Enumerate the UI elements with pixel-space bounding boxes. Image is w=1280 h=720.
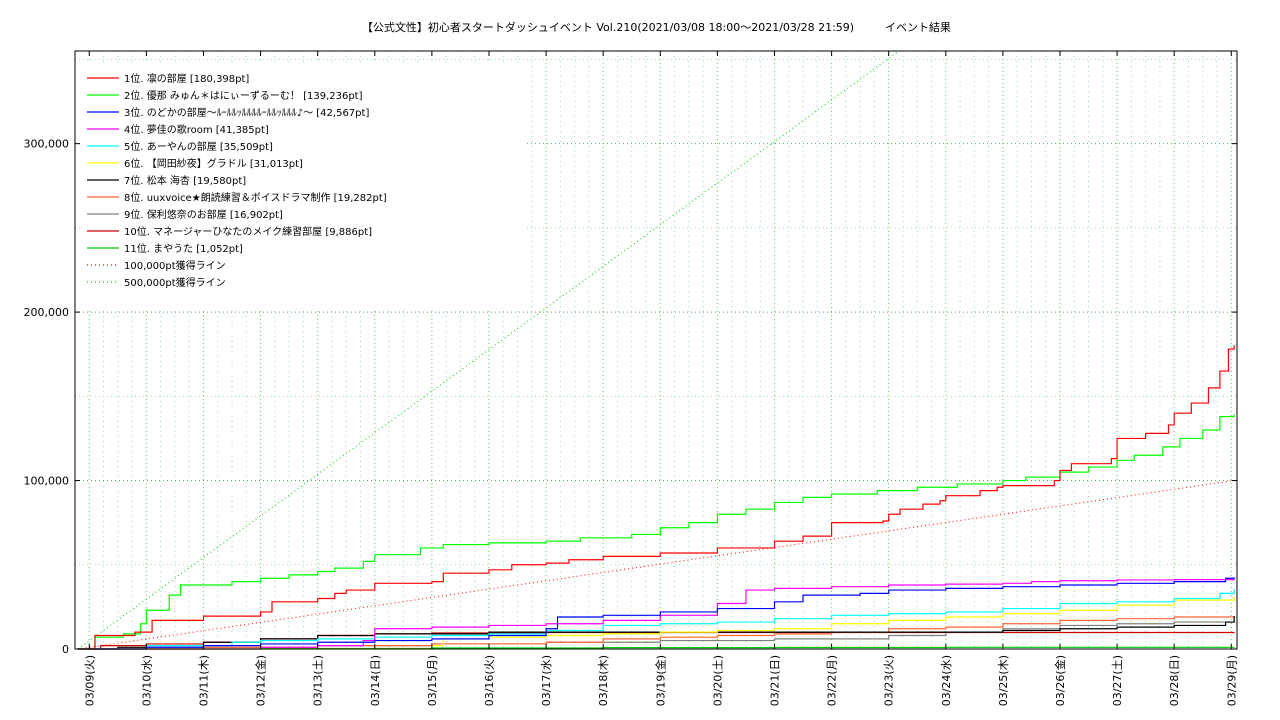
legend-label: 3位. のどかの部屋〜ﾙｰﾙﾙｯﾙﾙﾙﾙｰﾙﾙｯﾙﾙﾙ♪〜 [42,567pt] (124, 106, 369, 119)
y-tick-label: 200,000 (24, 306, 70, 319)
legend-label: 1位. 凛の部屋 [180,398pt] (124, 72, 249, 85)
legend-label: 10位. マネージャーひなたのメイク練習部屋 [9,886pt] (124, 225, 372, 238)
legend-label: 9位. 保利悠奈のお部屋 [16,902pt] (124, 208, 283, 221)
x-tick-label: 03/28(日) (1168, 655, 1181, 706)
x-tick-label: 03/22(月) (826, 655, 839, 706)
chart-subtitle: イベント結果 (885, 20, 951, 34)
x-tick-label: 03/24(水) (940, 655, 953, 706)
series-line (77, 631, 1235, 650)
y-tick-label: 300,000 (24, 138, 70, 151)
x-tick-label: 03/18(木) (597, 655, 610, 706)
legend: 1位. 凛の部屋 [180,398pt] 2位. 優那 みゅん＊はにぃーずるーむ！… (87, 72, 387, 289)
x-tick-label: 03/20(土) (711, 655, 724, 706)
x-axis: 03/09(火) 03/10(水) 03/11(木) 03/12(金) 03/13(土)… (83, 51, 1238, 706)
grid-lines (75, 51, 1237, 649)
x-tick-label: 03/19(金) (653, 655, 667, 706)
legend-box (80, 62, 525, 310)
legend-label: 2位. 優那 みゅん＊はにぃーずるーむ！ [139,236pt] (124, 89, 363, 102)
x-tick-label: 03/12(金) (254, 655, 268, 706)
x-tick-label: 03/11(木) (197, 655, 210, 706)
series-line (77, 480, 1235, 650)
x-tick-label: 03/10(水) (140, 655, 153, 706)
x-tick-label: 03/09(火) (83, 655, 96, 706)
legend-label: 6位. 【岡田紗夜】グラドル [31,013pt] (124, 157, 303, 170)
series-line (77, 589, 1235, 650)
x-tick-label: 03/29(月) (1225, 655, 1238, 706)
chart-title: 【公式文性】初心者スタートダッシュイベント Vol.210(2021/03/08… (362, 20, 854, 34)
legend-label: 100,000pt獲得ライン (124, 259, 226, 272)
x-tick-label: 03/23(火) (883, 655, 896, 706)
x-tick-label: 03/26(金) (1053, 655, 1067, 706)
x-tick-label: 03/27(土) (1111, 655, 1124, 706)
legend-label: 4位. 夢佳の歌room [41,385pt] (124, 123, 269, 136)
x-tick-label: 03/15(月) (426, 655, 439, 706)
series-line (77, 596, 1235, 650)
legend-label: 5位. あーやんの部屋 [35,509pt] (124, 140, 273, 153)
y-tick-label: 100,000 (24, 475, 70, 488)
x-tick-label: 03/13(土) (312, 655, 325, 706)
series-line (77, 345, 1235, 650)
x-tick-label: 03/14(日) (369, 655, 382, 706)
series-line (77, 414, 1235, 650)
series-line (77, 616, 1235, 650)
y-tick-label: 0 (62, 643, 69, 656)
y-axis: 0 100,000 200,000 300,000 (24, 138, 1237, 656)
series-line (77, 577, 1235, 650)
x-tick-label: 03/17(水) (540, 655, 553, 706)
x-tick-label: 03/21(日) (768, 655, 781, 706)
x-tick-label: 03/25(木) (997, 655, 1010, 706)
x-tick-label: 03/16(火) (483, 655, 496, 706)
legend-label: 8位. uuxvoice★朗読練習＆ボイスドラマ制作 [19,282pt] (124, 191, 387, 204)
legend-label: 11位. まやうた [1,052pt] (124, 242, 243, 255)
series-line (77, 620, 1235, 650)
legend-label: 500,000pt獲得ライン (124, 276, 226, 289)
plot-frame (74, 50, 1238, 650)
legend-label: 7位. 松本 海杏 [19,580pt] (124, 174, 246, 187)
